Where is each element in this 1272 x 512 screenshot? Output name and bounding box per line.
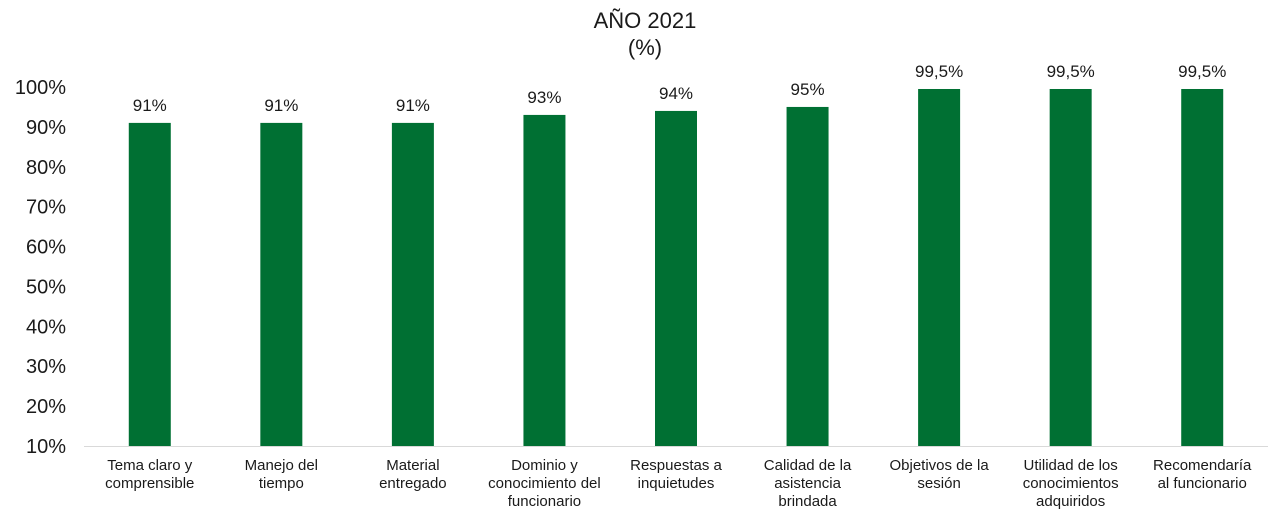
data-label: 94% (659, 84, 693, 103)
chart-title: AÑO 2021 (594, 8, 697, 33)
x-tick-label-line: Material (386, 457, 439, 474)
x-tick-label-line: inquietudes (638, 475, 715, 492)
bar (523, 114, 566, 446)
chart-subtitle: (%) (628, 35, 662, 60)
bar (260, 122, 303, 447)
x-tick-label-line: tiempo (259, 475, 304, 492)
bar (391, 122, 434, 447)
x-tick-label-line: conocimiento del (488, 475, 601, 492)
data-label: 99,5% (1178, 62, 1226, 81)
y-tick-label: 50% (26, 276, 66, 298)
x-tick-label-line: Tema claro y (107, 457, 193, 474)
x-tick-label: Recomendaría al funcionario (1153, 457, 1252, 492)
data-labels: 91% 91% 91% 93% 94% 95% 99,5% 99,5% 99,5% (133, 62, 1227, 115)
data-label: 91% (133, 96, 167, 115)
y-tick-label: 90% (26, 117, 66, 139)
bar-series (128, 88, 1224, 447)
x-tick-label-line: Objetivos de la (889, 457, 989, 474)
x-tick-label-line: Utilidad de los (1024, 457, 1118, 474)
data-label: 91% (396, 96, 430, 115)
x-tick-label-line: brindada (778, 493, 837, 510)
data-label: 93% (527, 88, 561, 107)
x-tick-label: Tema claro y comprensible (105, 457, 194, 492)
x-tick-label: Objetivos de la sesión (889, 457, 989, 492)
y-tick-label: 40% (26, 316, 66, 338)
bar (655, 110, 697, 446)
data-label: 95% (791, 80, 825, 99)
y-axis-labels: 10% 20% 30% 40% 50% 60% 70% 80% 90% 100% (15, 77, 66, 458)
x-tick-label-line: asistencia (774, 475, 841, 492)
y-tick-label: 20% (26, 396, 66, 418)
x-tick-label: Material entregado (379, 457, 447, 492)
x-tick-label: Dominio y conocimiento del funcionario (488, 457, 601, 510)
x-tick-label-line: Dominio y (511, 457, 578, 474)
x-tick-label: Respuestas a inquietudes (630, 457, 722, 492)
x-tick-label: Utilidad de los conocimientos adquiridos (1023, 457, 1119, 510)
y-tick-label: 80% (26, 157, 66, 179)
bar (786, 106, 829, 446)
x-axis-labels: Tema claro y comprensible Manejo del tiempo… (105, 457, 1252, 510)
bar (1049, 88, 1092, 446)
bar (918, 88, 961, 446)
bar (1181, 88, 1224, 446)
x-tick-label-line: Respuestas a (630, 457, 722, 474)
y-tick-label: 100% (15, 77, 66, 99)
y-tick-label: 60% (26, 237, 66, 259)
x-tick-label-line: Manejo del (245, 457, 318, 474)
y-tick-label: 10% (26, 436, 66, 458)
y-tick-label: 30% (26, 356, 66, 378)
data-label: 99,5% (1047, 62, 1095, 81)
data-label: 91% (264, 96, 298, 115)
data-label: 99,5% (915, 62, 963, 81)
x-tick-label-line: entregado (379, 475, 447, 492)
bar (128, 122, 171, 447)
x-tick-label: Calidad de la asistencia brindada (764, 457, 852, 510)
x-tick-label: Manejo del tiempo (245, 457, 318, 492)
x-tick-label-line: Recomendaría (1153, 457, 1252, 474)
x-tick-label-line: funcionario (508, 493, 581, 510)
x-tick-label-line: conocimientos (1023, 475, 1119, 492)
x-tick-label-line: adquiridos (1036, 493, 1105, 510)
x-tick-label-line: comprensible (105, 475, 194, 492)
x-tick-label-line: al funcionario (1158, 475, 1247, 492)
x-tick-label-line: Calidad de la (764, 457, 852, 474)
y-tick-label: 70% (26, 197, 66, 219)
x-tick-label-line: sesión (917, 475, 960, 492)
